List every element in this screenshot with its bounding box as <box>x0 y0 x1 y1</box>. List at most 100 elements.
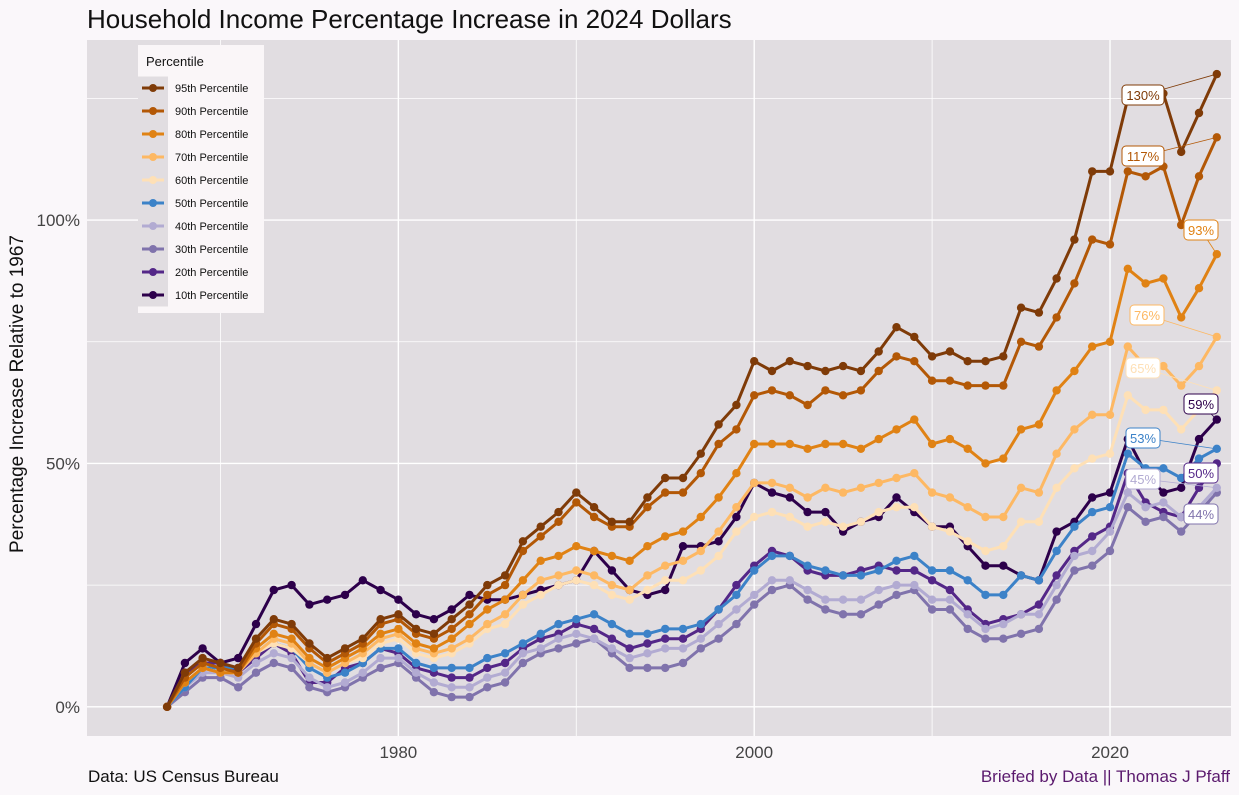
end-label-text: 65% <box>1130 361 1156 376</box>
data-point <box>340 590 350 600</box>
data-point <box>999 561 1008 570</box>
data-point <box>1052 274 1061 283</box>
data-point <box>589 546 599 556</box>
end-label-text: 45% <box>1130 472 1156 487</box>
data-point <box>500 658 510 668</box>
data-point <box>1034 420 1044 429</box>
data-point <box>1123 449 1133 458</box>
data-point <box>732 590 741 600</box>
data-point <box>927 595 937 604</box>
data-point <box>661 532 670 541</box>
data-point <box>1194 434 1204 444</box>
data-point <box>394 644 403 653</box>
x-tick-label: 1980 <box>379 743 417 762</box>
data-point <box>1194 172 1204 181</box>
data-point <box>981 624 990 634</box>
data-point <box>251 619 261 629</box>
data-point <box>1123 488 1133 497</box>
data-point <box>625 663 634 673</box>
data-point <box>429 615 439 624</box>
end-label: 76% <box>1129 304 1217 338</box>
data-point <box>945 585 955 595</box>
data-point <box>1212 69 1222 79</box>
series-95th-percentile <box>162 69 1222 711</box>
data-point <box>661 634 670 643</box>
data-point <box>1070 235 1079 244</box>
legend-key-point <box>149 153 157 161</box>
data-point <box>963 576 972 585</box>
data-point <box>874 478 883 488</box>
data-point <box>465 634 474 643</box>
series-layer <box>162 69 1222 711</box>
data-point <box>945 493 955 502</box>
end-label: 130% <box>1121 73 1217 106</box>
data-point <box>643 649 652 658</box>
data-point <box>305 600 314 609</box>
data-point <box>518 649 528 658</box>
end-label-box <box>1183 393 1219 415</box>
data-point <box>269 585 278 595</box>
data-point <box>1159 464 1168 473</box>
end-label-text: 76% <box>1134 308 1160 323</box>
data-point <box>767 366 777 376</box>
data-point <box>465 663 474 673</box>
data-point <box>838 391 848 400</box>
data-point <box>945 527 955 536</box>
data-point <box>963 381 972 390</box>
data-point <box>589 624 599 634</box>
data-point <box>1177 220 1186 230</box>
data-point <box>874 347 883 356</box>
x-tick-label: 2000 <box>735 743 773 762</box>
data-point <box>1177 512 1186 522</box>
data-point <box>198 653 207 663</box>
data-point <box>465 590 474 600</box>
data-point <box>678 644 688 653</box>
data-point <box>589 634 599 643</box>
data-point <box>607 634 617 643</box>
data-point <box>821 517 830 526</box>
data-point <box>999 352 1008 361</box>
data-point <box>785 551 794 561</box>
data-point <box>429 629 439 638</box>
data-point <box>945 434 955 444</box>
data-point <box>1088 561 1097 570</box>
data-point <box>892 473 901 483</box>
data-point <box>856 610 866 619</box>
data-point <box>500 649 510 658</box>
data-point <box>981 512 990 522</box>
data-point <box>607 551 617 561</box>
data-point <box>678 634 688 643</box>
data-point <box>376 585 385 595</box>
data-point <box>963 503 972 512</box>
data-point <box>981 381 990 390</box>
data-point <box>1212 483 1222 492</box>
data-point <box>323 653 332 663</box>
data-point <box>572 498 581 507</box>
legend-label: 80th Percentile <box>175 129 248 141</box>
legend-label: 50th Percentile <box>175 198 248 210</box>
data-point <box>892 352 901 361</box>
data-point <box>1070 566 1079 575</box>
data-point <box>910 503 919 512</box>
data-point <box>892 493 901 502</box>
data-point <box>251 634 261 643</box>
data-point <box>554 571 563 580</box>
data-point <box>643 571 652 580</box>
data-point <box>821 366 830 376</box>
data-point <box>1016 425 1026 434</box>
data-point <box>572 639 581 648</box>
data-point <box>1177 147 1186 157</box>
axes: 1980 2000 2020 0% 50% 100% <box>37 211 1129 762</box>
data-point <box>1034 610 1044 619</box>
data-point <box>732 469 741 478</box>
data-point <box>661 585 670 595</box>
data-point <box>1016 571 1026 580</box>
data-point <box>981 590 990 600</box>
data-point <box>1016 303 1026 312</box>
data-point <box>714 420 723 429</box>
data-point <box>1016 517 1026 526</box>
data-point <box>643 639 652 648</box>
end-label-text: 44% <box>1188 507 1214 522</box>
data-point <box>1105 449 1115 458</box>
data-point <box>269 629 278 638</box>
